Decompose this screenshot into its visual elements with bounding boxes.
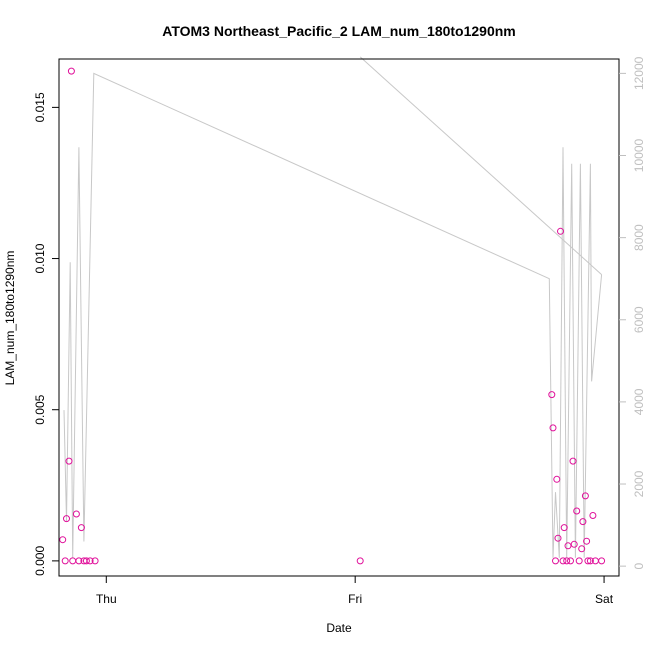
data-point-17 [553,475,561,483]
data-point-6 [72,510,80,518]
data-point-12 [91,557,99,565]
data-point-37 [598,557,606,565]
chart-title: ATOM3 Northeast_Pacific_2 LAM_num_180to1… [162,23,516,39]
y2-tick-label-4: 8000 [632,224,646,251]
y-axis-label: LAM_num_180to1290nm [3,251,17,386]
data-line-0 [63,72,603,558]
data-point-13 [356,557,364,565]
data-point-29 [578,545,586,553]
x-tick-label-0: Thu [96,592,117,606]
x-tick-label-2: Sat [595,592,614,606]
data-point-19 [557,227,564,235]
y-tick-label-2: 0.010 [33,243,47,273]
x-axis: Thu Fri Sat [96,576,614,606]
data-point-27 [573,507,581,515]
data-point-31 [581,492,589,500]
data-point-15 [549,424,557,432]
y-tick-label-0: 0.000 [33,546,47,576]
data-point-2 [63,515,70,523]
y-axis-right: 0 2000 4000 6000 8000 10000 12000 [619,56,646,569]
data-point-21 [560,524,568,532]
plot-frame [58,58,620,577]
data-point-34 [586,557,594,565]
y2-tick-label-6: 12000 [632,56,646,90]
y2-tick-label-2: 4000 [632,388,646,415]
data-point-3 [65,457,73,465]
data-point-8 [77,524,85,532]
data-point-14 [548,391,556,399]
y-tick-label-1: 0.005 [33,394,47,424]
y2-tick-label-3: 6000 [632,306,646,333]
data-point-11 [86,557,94,565]
x-axis-label: Date [326,621,352,635]
data-line-1 [359,56,602,275]
data-point-22 [563,557,571,565]
data-point-25 [569,457,577,465]
data-point-10 [82,557,90,565]
data-point-30 [579,518,587,526]
data-point-23 [564,542,572,550]
data-point-16 [552,557,559,565]
data-point-20 [559,557,567,565]
data-point-26 [570,540,578,548]
data-point-5 [69,557,77,565]
data-point-7 [75,557,83,565]
data-point-1 [61,557,69,565]
x-tick-label-1: Fri [348,592,362,606]
data-point-4 [67,67,75,75]
data-point-32 [583,537,591,545]
y2-tick-label-0: 0 [632,562,646,569]
data-point-35 [589,512,597,519]
data-point-33 [584,557,592,565]
plot-points-layer [59,67,606,565]
y2-tick-label-1: 2000 [632,470,646,497]
y-tick-label-3: 0.015 [33,92,47,122]
data-point-28 [575,557,583,565]
data-point-18 [554,534,562,542]
data-point-0 [59,536,67,544]
data-point-24 [567,557,574,565]
y-axis-left: 0.000 0.005 0.010 0.015 [33,92,59,576]
y2-tick-label-5: 10000 [632,138,646,172]
plot-line-layer [63,56,603,558]
